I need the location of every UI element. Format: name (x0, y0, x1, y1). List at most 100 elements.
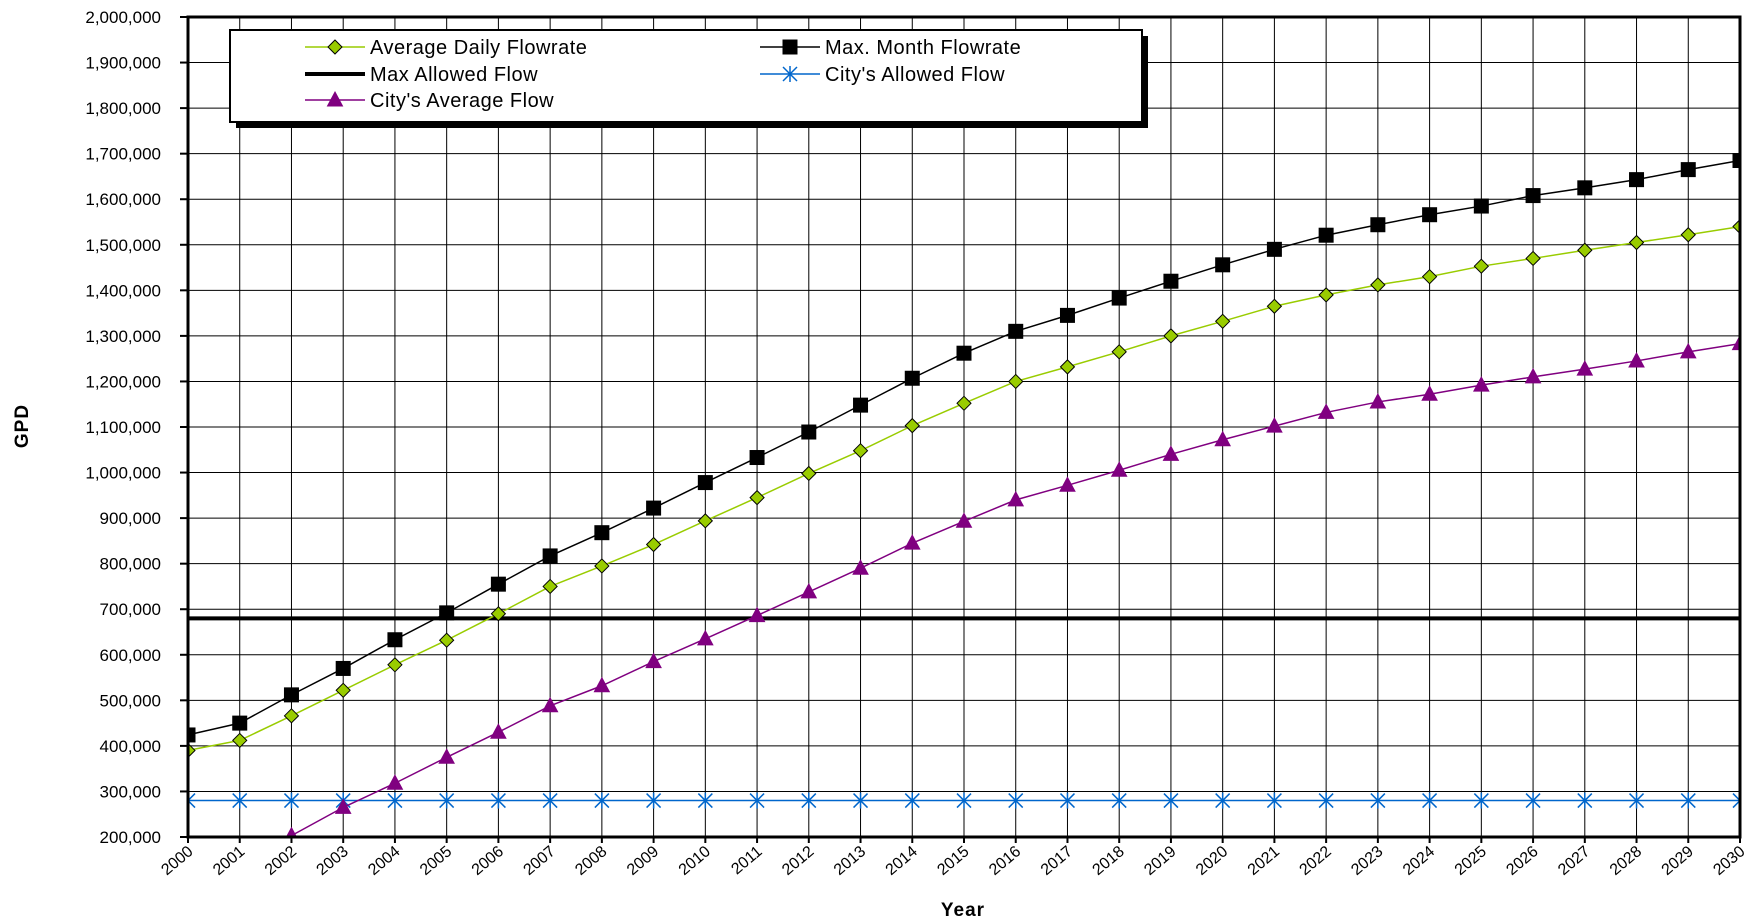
y-tick-label: 1,300,000 (85, 327, 161, 346)
data-point (285, 826, 298, 837)
data-point (387, 657, 403, 673)
y-tick-label: 800,000 (100, 555, 161, 574)
data-point (490, 723, 507, 739)
y-tick-label: 600,000 (100, 646, 161, 665)
x-tick-label: 2013 (831, 843, 869, 879)
data-point (232, 732, 248, 749)
data-point (1577, 180, 1593, 196)
data-point (1163, 328, 1179, 344)
data-point (904, 417, 920, 434)
data-point (1576, 360, 1594, 376)
x-tick-label: 2018 (1090, 843, 1128, 879)
data-point (1731, 334, 1740, 351)
data-point (1008, 373, 1024, 390)
x-tick-label: 2004 (365, 843, 403, 879)
data-point (1059, 476, 1076, 492)
y-tick-label: 1,600,000 (85, 190, 161, 209)
data-point (1318, 227, 1334, 243)
data-point (490, 792, 506, 809)
x-axis-ticks: 2000 2001 2002 2003 2004 2005 2006 2007 2008 2009… (158, 837, 1749, 879)
y-tick-label: 1,100,000 (85, 418, 161, 437)
data-point (188, 727, 196, 743)
data-point (646, 792, 662, 809)
legend-marker (327, 39, 343, 55)
x-tick-label: 2030 (1710, 843, 1748, 879)
y-tick-label: 1,900,000 (85, 54, 161, 73)
data-point (748, 606, 766, 623)
y-tick-label: 1,800,000 (85, 99, 161, 118)
y-tick-label: 300,000 (100, 782, 161, 801)
y-tick-label: 2,000,000 (85, 8, 161, 27)
data-point (1472, 376, 1490, 392)
data-point (594, 525, 610, 541)
legend-item: Max Allowed Flow (305, 64, 538, 86)
y-tick-label: 1,700,000 (85, 145, 161, 164)
data-point (1059, 792, 1075, 809)
data-point (542, 792, 558, 809)
data-point (1162, 445, 1180, 461)
y-tick-label: 200,000 (100, 828, 161, 847)
data-point (1266, 417, 1283, 433)
series-clip (188, 153, 1740, 837)
data-point (1008, 792, 1024, 809)
x-tick-label: 2014 (883, 843, 921, 879)
x-tick-label: 2005 (417, 843, 455, 879)
x-tick-label: 2028 (1607, 843, 1645, 879)
legend-item: City's Allowed Flow (760, 64, 1005, 86)
legend-box (229, 29, 1143, 123)
data-point (438, 748, 456, 764)
data-point (1369, 392, 1387, 409)
data-point (801, 424, 817, 440)
legend-label: Max. Month Flowrate (825, 37, 1021, 59)
data-point (749, 450, 765, 466)
data-point (1370, 792, 1386, 809)
data-point (1421, 385, 1438, 401)
y-tick-label: 700,000 (100, 600, 161, 619)
x-tick-label: 2003 (314, 843, 352, 879)
data-point (1422, 792, 1438, 809)
data-point (1732, 792, 1740, 809)
x-axis-title: Year (941, 900, 985, 921)
series-average-daily-flowrate (188, 218, 1740, 759)
data-point (1214, 430, 1232, 447)
data-point (1266, 298, 1283, 314)
data-point (334, 798, 352, 814)
data-point (1370, 217, 1386, 233)
data-point (697, 792, 713, 809)
x-tick-label: 2015 (934, 843, 972, 879)
data-point (1059, 359, 1076, 375)
data-point (335, 682, 351, 699)
data-point (1111, 792, 1127, 809)
data-point (188, 792, 196, 809)
data-point (542, 548, 558, 564)
data-point (955, 512, 973, 528)
x-tick-label: 2022 (1297, 843, 1335, 879)
x-tick-label: 2025 (1452, 843, 1490, 879)
y-tick-label: 1,400,000 (85, 281, 161, 300)
data-point (1111, 344, 1127, 360)
data-point (852, 442, 869, 459)
data-point (1732, 218, 1740, 235)
x-tick-label: 2029 (1659, 843, 1697, 879)
x-tick-label: 2020 (1193, 843, 1231, 879)
x-tick-label: 2027 (1555, 843, 1593, 879)
data-point (852, 559, 869, 575)
data-point (1422, 207, 1438, 223)
data-point (283, 792, 299, 809)
x-tick-label: 2026 (1503, 843, 1541, 879)
legend-item: Average Daily Flowrate (305, 37, 587, 59)
data-point (853, 397, 869, 413)
data-point (1318, 792, 1334, 809)
data-point (1680, 162, 1696, 178)
data-point (594, 558, 610, 574)
y-axis-ticks: 200,000 300,000 400,000 500,000 600,000 700,0… (85, 8, 188, 847)
data-point (541, 696, 559, 713)
x-tick-label: 2012 (779, 843, 817, 879)
x-tick-label: 2001 (210, 843, 248, 879)
y-tick-label: 400,000 (100, 737, 161, 756)
data-point (1629, 172, 1645, 188)
legend-label: Max Allowed Flow (370, 64, 538, 86)
data-point (1111, 290, 1127, 306)
data-point (1680, 792, 1696, 809)
data-point (801, 465, 817, 482)
